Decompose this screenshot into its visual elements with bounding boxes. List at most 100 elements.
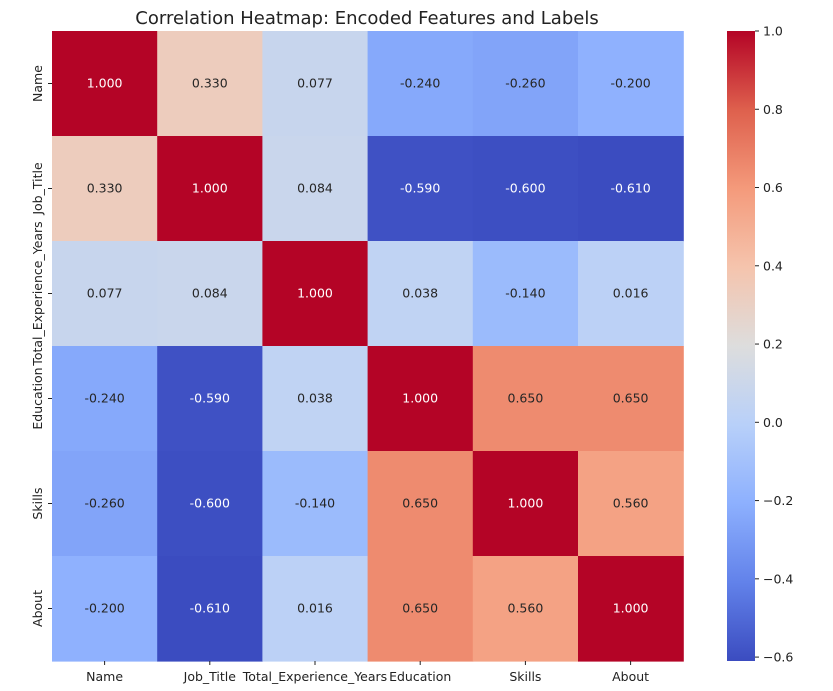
cell-label-3-3: 1.000 [402,391,438,406]
cell-label-0-0: 1.000 [87,76,123,91]
colorbar-tick-label: 0.6 [763,180,783,195]
heatmap-cell-3-0 [52,346,158,452]
x-axis-ticks: Name Job_Title Total_Experience_Years Educa… [86,661,649,684]
cell-label-3-1: -0.590 [190,391,230,406]
heatmap-cell-0-5 [578,31,684,137]
x-tick-label: Total_Experience_Years [242,669,387,684]
x-tick-label: Name [86,669,123,684]
cell-label-1-0: 0.330 [87,181,123,196]
cell-label-5-0: -0.200 [84,601,124,616]
cell-label-4-2: -0.140 [295,496,335,511]
heatmap-cell-5-2 [262,556,369,662]
x-tick-label: About [612,669,649,684]
heatmap-cell-2-3 [367,241,474,347]
heatmap-cell-5-5 [578,556,684,662]
cell-label-4-5: 0.560 [613,496,649,511]
heatmap-cell-3-4 [472,346,579,452]
y-tick-label: Skills [30,487,45,519]
x-tick-label: Skills [509,669,541,684]
colorbar-tick-label: 0.4 [763,258,783,273]
colorbar-tick-label: −0.2 [763,493,793,508]
cell-label-5-5: 1.000 [613,601,649,616]
y-tick-label: Job_Title [30,162,45,216]
heatmap-cell-5-3 [367,556,474,662]
cell-label-2-0: 0.077 [87,286,123,301]
y-tick-label: Total_Experience_Years [30,221,45,366]
cell-label-5-1: -0.610 [190,601,230,616]
heatmap-cell-0-1 [157,31,263,137]
colorbar-tick-label: 0.8 [763,102,783,117]
cell-label-5-2: 0.016 [297,601,333,616]
heatmap-cell-4-4 [472,451,579,557]
heatmap-cell-2-4 [472,241,579,347]
heatmap-cell-0-0 [52,31,158,137]
y-tick-label: About [30,590,45,627]
heatmap-cell-4-0 [52,451,158,557]
heatmap-cell-0-2 [262,31,369,137]
heatmap-cell-5-0 [52,556,158,662]
cell-label-3-4: 0.650 [508,391,544,406]
heatmap-cell-4-5 [578,451,684,557]
heatmap-cell-1-5 [578,136,684,242]
x-tick-label: Job_Title [183,669,237,684]
x-tick-label: Education [389,669,451,684]
y-tick-label: Name [30,65,45,102]
cell-label-0-2: 0.077 [297,76,333,91]
cell-label-2-1: 0.084 [192,286,228,301]
cell-label-0-3: -0.240 [400,76,440,91]
heatmap-cell-3-2 [262,346,369,452]
heatmap-cell-4-2 [262,451,369,557]
y-axis-ticks: Name Job_Title Total_Experience_YearsEduca… [30,65,52,627]
cell-label-1-5: -0.610 [610,181,650,196]
heatmap-cell-1-1 [157,136,263,242]
cell-label-1-1: 1.000 [192,181,228,196]
heatmap-cell-3-5 [578,346,684,452]
colorbar-tick-label: 0.0 [763,415,783,430]
cell-label-4-1: -0.600 [190,496,230,511]
heatmap-cell-0-3 [367,31,474,137]
cell-label-5-3: 0.650 [402,601,438,616]
heatmap-cell-2-0 [52,241,158,347]
cell-label-2-2: 1.000 [297,286,333,301]
y-tick-label: Education [30,367,45,429]
heatmap-cell-4-1 [157,451,263,557]
cell-label-4-4: 1.000 [508,496,544,511]
cell-label-1-3: -0.590 [400,181,440,196]
cell-label-5-4: 0.560 [508,601,544,616]
cell-label-2-4: -0.140 [505,286,545,301]
heatmap-cell-1-4 [472,136,579,242]
heatmap-cell-3-3 [367,346,474,452]
heatmap-cell-4-3 [367,451,474,557]
cell-label-0-4: -0.260 [505,76,545,91]
colorbar-tick-label: 1.0 [763,24,783,39]
colorbar-tick-label: −0.4 [763,571,793,586]
cell-label-4-0: -0.260 [84,496,124,511]
heatmap-cell-2-1 [157,241,263,347]
heatmap-cell-5-1 [157,556,263,662]
heatmap-cell-1-0 [52,136,158,242]
cell-label-4-3: 0.650 [402,496,438,511]
colorbar-gradient [727,31,755,661]
colorbar: 1.0 0.8 0.6 0.4 0.2 0.0 −0.2 −0.4 −0.6 [727,24,793,665]
cell-label-2-3: 0.038 [402,286,438,301]
heatmap-cell-3-1 [157,346,263,452]
cell-label-3-5: 0.650 [613,391,649,406]
heatmap-cell-5-4 [472,556,579,662]
cell-label-2-5: 0.016 [613,286,649,301]
heatmap-cells: 1.000 0.330 0.077 -0.240 -0.260 -0.200 0.330 1.… [52,31,684,662]
heatmap-cell-2-2 [262,241,369,347]
chart-title: Correlation Heatmap: Encoded Features an… [135,8,598,29]
heatmap-cell-1-2 [262,136,369,242]
cell-label-1-2: 0.084 [297,181,333,196]
cell-label-3-2: 0.038 [297,391,333,406]
cell-label-0-1: 0.330 [192,76,228,91]
heatmap-cell-2-5 [578,241,684,347]
cell-label-0-5: -0.200 [610,76,650,91]
colorbar-tick-label: −0.6 [763,650,793,665]
heatmap-cell-0-4 [472,31,579,137]
cell-label-3-0: -0.240 [84,391,124,406]
cell-label-1-4: -0.600 [505,181,545,196]
heatmap-cell-1-3 [367,136,474,242]
colorbar-tick-label: 0.2 [763,337,783,352]
